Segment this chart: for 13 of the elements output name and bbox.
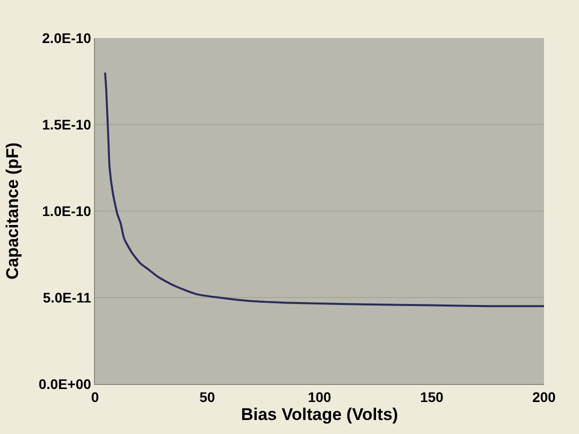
x-tick-label: 150 bbox=[420, 388, 444, 405]
line-series bbox=[104, 72, 544, 308]
x-tick-label: 0 bbox=[91, 388, 100, 405]
x-tick-label: 50 bbox=[199, 388, 216, 405]
x-axis-title: Bias Voltage (Volts) bbox=[240, 404, 398, 424]
x-tick-label: 100 bbox=[308, 388, 332, 405]
y-tick-label: 0.0E+00 bbox=[38, 376, 92, 392]
y-tick-label: 5.0E-11 bbox=[42, 289, 92, 306]
y-tick-label: 2.0E-10 bbox=[42, 30, 92, 46]
y-tick-label: 1.5E-10 bbox=[42, 116, 92, 132]
x-tick-label: 200 bbox=[532, 388, 556, 405]
y-tick-label: 1.0E-10 bbox=[42, 202, 92, 219]
y-axis-title: Capacitance (pF) bbox=[3, 142, 22, 280]
